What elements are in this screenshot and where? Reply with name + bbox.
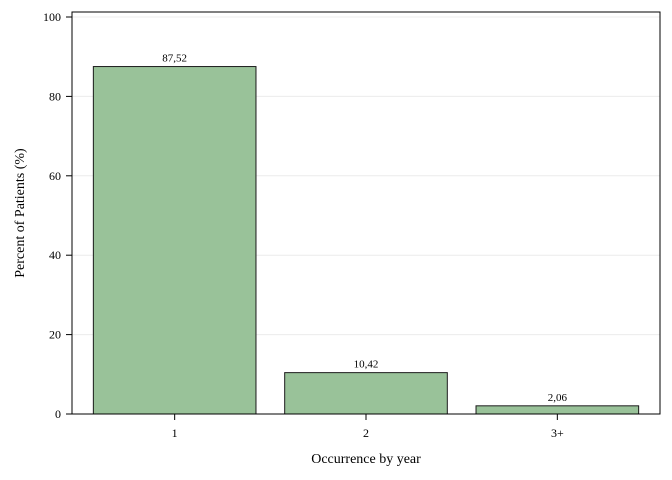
- bar: [475, 405, 640, 415]
- data-label: 2,06: [548, 392, 568, 404]
- bar: [284, 372, 448, 415]
- y-axis: 0 20 40 60 80 100: [43, 10, 72, 421]
- y-tick-label: 100: [43, 10, 61, 24]
- y-tick-label: 20: [49, 328, 61, 342]
- y-tick-label: 0: [55, 407, 61, 421]
- x-tick-label: 1: [172, 426, 178, 440]
- y-axis-title: Percent of Patients (%): [13, 148, 28, 278]
- y-tick-label: 60: [49, 169, 61, 183]
- data-label: 10,42: [354, 359, 379, 371]
- x-axis-title: Occurrence by year: [311, 452, 421, 467]
- x-tick-label: 2: [363, 426, 369, 440]
- x-tick-label: 3+: [551, 426, 564, 440]
- bar: [92, 66, 257, 415]
- data-label: 87,52: [162, 53, 187, 65]
- y-tick-label: 40: [49, 248, 61, 262]
- y-tick-label: 80: [49, 89, 61, 103]
- x-axis: 1 2 3+: [172, 414, 564, 440]
- data-labels: 87,52 10,42 2,06: [162, 53, 567, 404]
- bars: [92, 66, 640, 415]
